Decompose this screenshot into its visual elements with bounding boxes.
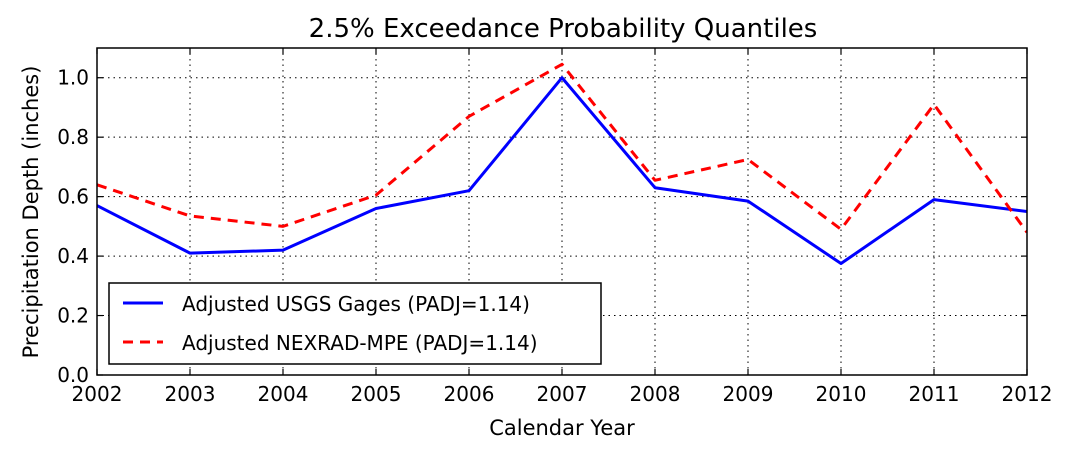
legend-label-usgs: Adjusted USGS Gages (PADJ=1.14) [182, 292, 530, 316]
legend-box [108, 282, 602, 365]
x-tick-label: 2012 [1002, 382, 1053, 406]
y-tick-label: 0.2 [57, 304, 89, 328]
series-line-usgs [97, 76, 1027, 266]
chart-title: 2.5% Exceedance Probability Quantiles [309, 14, 818, 44]
ticks: 2002 2003 2004 2005 2006 2007 2008 2009 2010 2011… [57, 48, 1052, 406]
y-tick-label: 1.0 [57, 66, 89, 90]
y-tick-label: 0.0 [57, 363, 89, 387]
y-axis-label: Precipitation Depth (inches) [19, 66, 43, 359]
x-tick-label: 2003 [165, 382, 216, 406]
x-tick-label: 2006 [444, 382, 495, 406]
x-tick-label: 2002 [72, 382, 123, 406]
y-tick-label: 0.4 [57, 244, 89, 268]
y-tick-label: 0.6 [57, 185, 89, 209]
y-tick-label: 0.8 [57, 125, 89, 149]
x-tick-label: 2011 [909, 382, 960, 406]
x-tick-label: 2009 [723, 382, 774, 406]
legend: Adjusted USGS Gages (PADJ=1.14) Adjusted… [108, 282, 602, 365]
x-tick-label: 2008 [630, 382, 681, 406]
x-tick-label: 2005 [351, 382, 402, 406]
x-tick-label: 2007 [537, 382, 588, 406]
x-axis-label: Calendar Year [489, 416, 635, 440]
series-layer [97, 62, 1027, 266]
series-line-nexrad [97, 62, 1027, 234]
x-tick-label: 2004 [258, 382, 309, 406]
legend-label-nexrad: Adjusted NEXRAD-MPE (PADJ=1.14) [182, 331, 538, 355]
x-tick-label: 2010 [816, 382, 867, 406]
